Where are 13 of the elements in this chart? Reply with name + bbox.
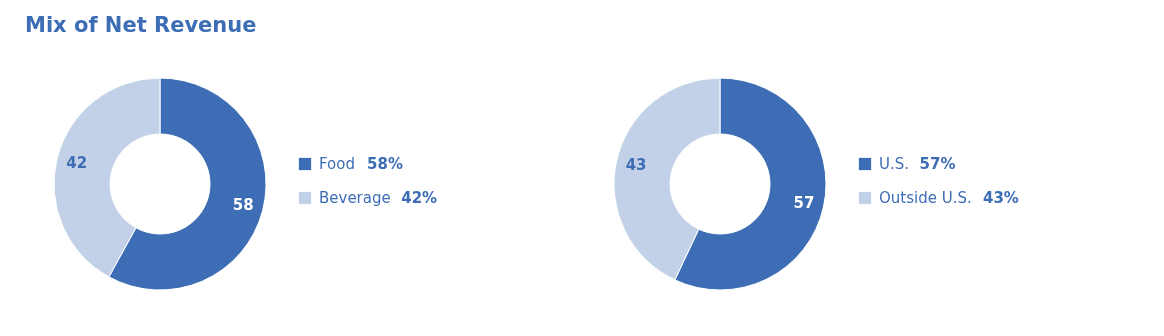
text: 57% xyxy=(919,155,956,173)
legend-label: Beverage xyxy=(319,189,391,207)
legend-label: U.S. xyxy=(879,155,910,173)
data-label: 43 xyxy=(625,156,647,175)
data-label: 42 xyxy=(66,153,88,172)
text: 43% xyxy=(983,189,1019,207)
data-label: 58 xyxy=(232,196,254,215)
legend-label: Outside U.S. xyxy=(879,189,972,207)
legend-label: Food xyxy=(319,155,355,173)
data-label: 57 xyxy=(793,193,815,212)
chart-title: Mix of Net Revenue xyxy=(25,13,257,37)
text: 58% xyxy=(367,155,404,173)
text: 42% xyxy=(401,189,438,207)
